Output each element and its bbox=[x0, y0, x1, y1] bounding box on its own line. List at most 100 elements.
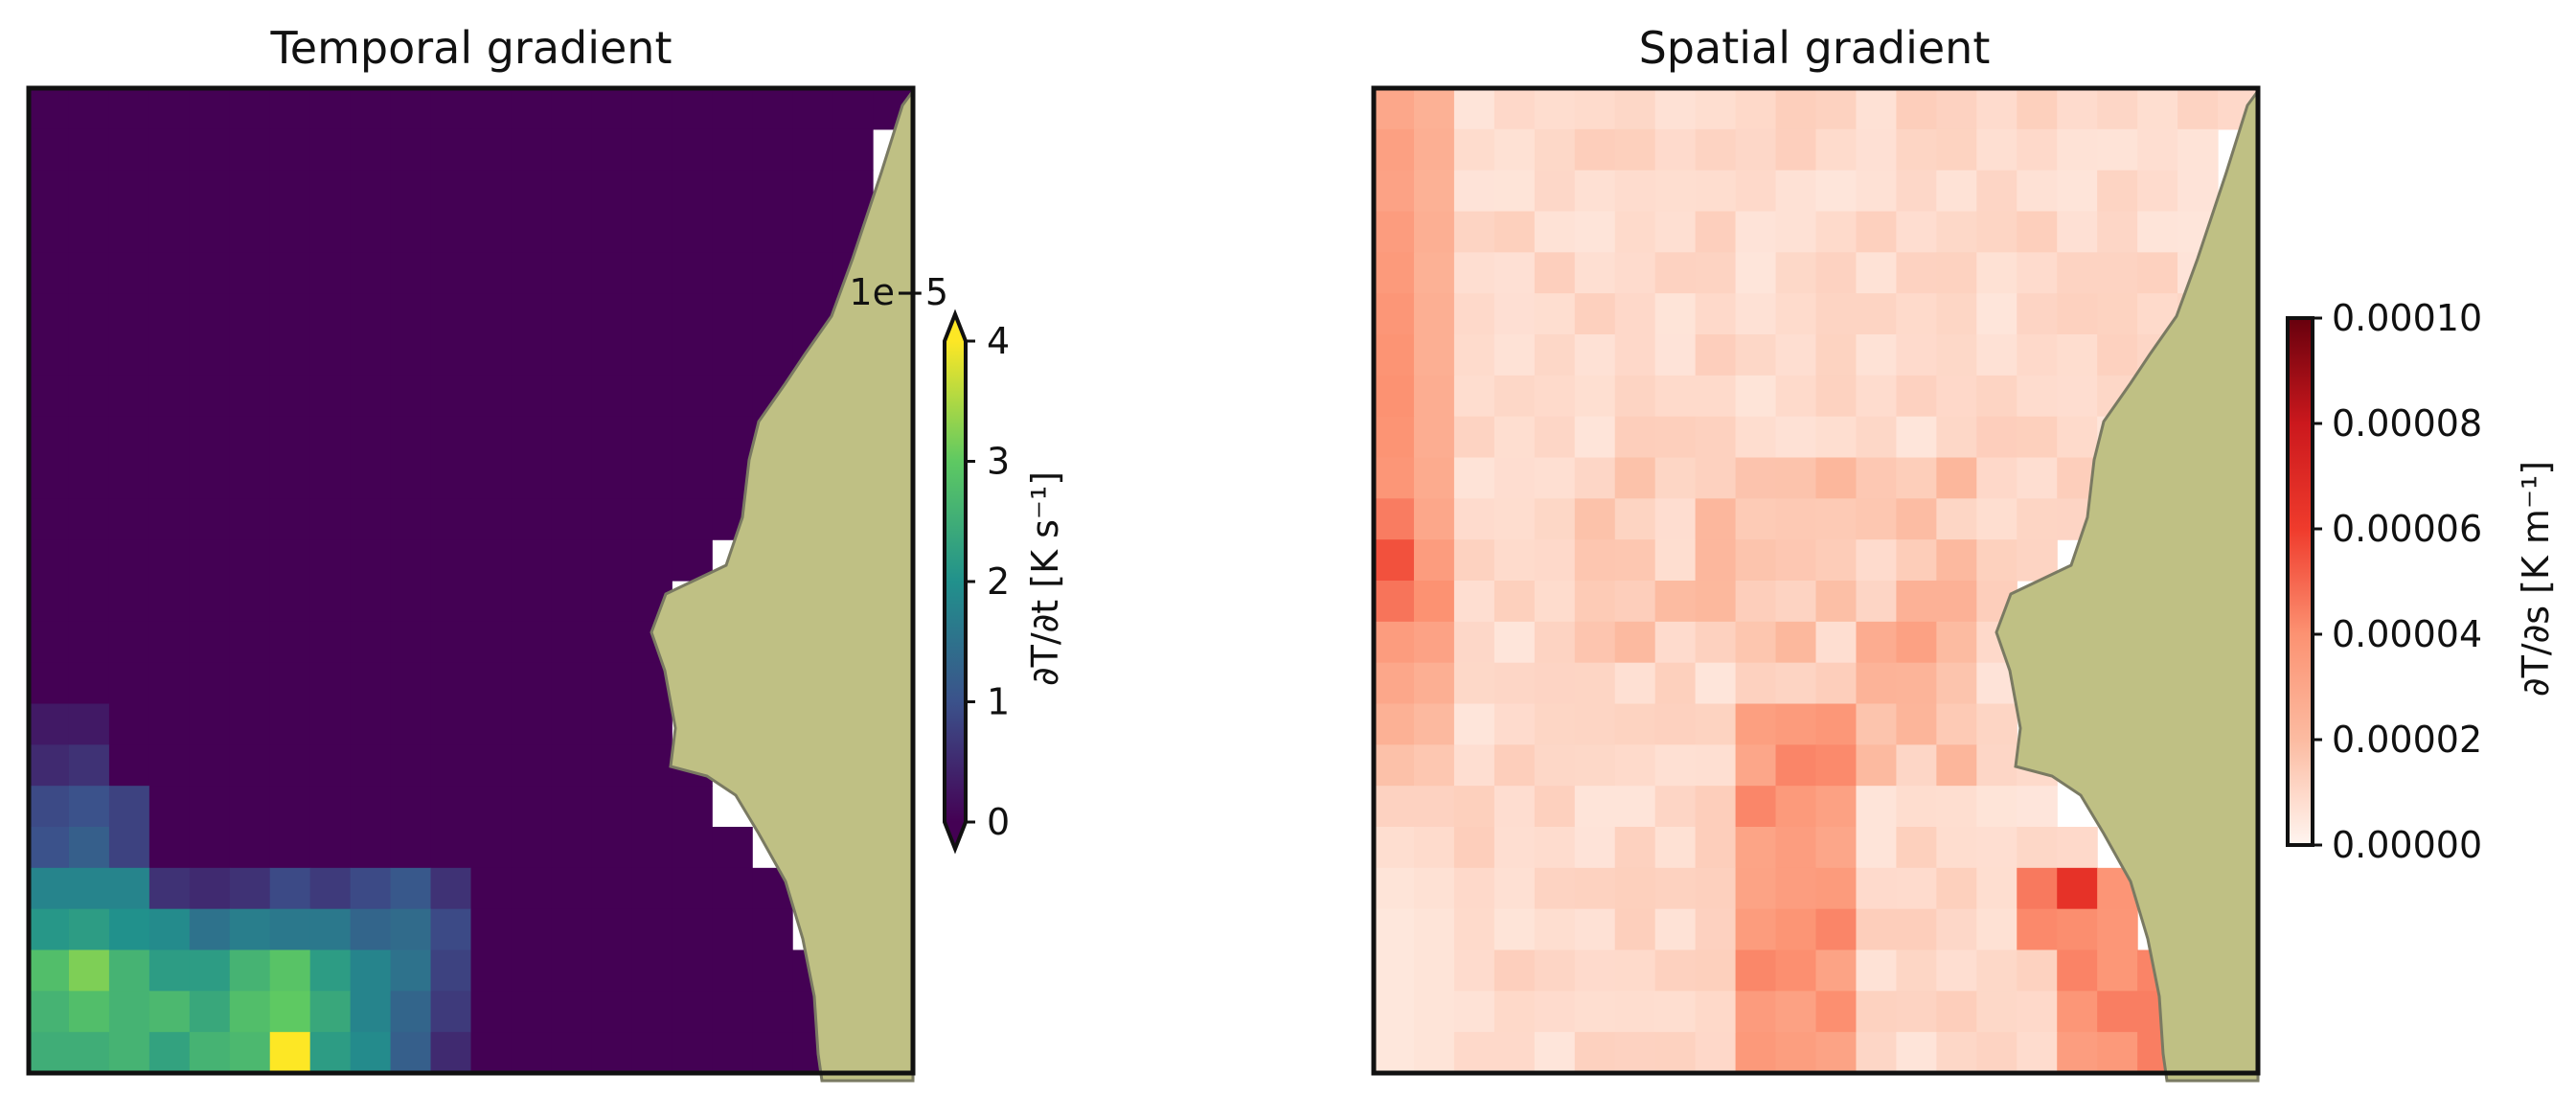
spatial-cell bbox=[1413, 581, 1455, 623]
temporal-cell bbox=[430, 703, 472, 745]
spatial-cell bbox=[1856, 867, 1898, 910]
temporal-cell bbox=[591, 827, 632, 869]
spatial-cell bbox=[1374, 991, 1415, 1033]
temporal-cell bbox=[712, 88, 753, 130]
temporal-cell bbox=[68, 334, 110, 377]
temporal-cell bbox=[269, 375, 311, 418]
spatial-cell bbox=[1453, 581, 1495, 623]
temporal-cell bbox=[229, 867, 271, 910]
temporal-cell bbox=[29, 539, 70, 582]
temporal-cell bbox=[309, 662, 352, 705]
temporal-cell bbox=[672, 293, 713, 335]
spatial-cell bbox=[1856, 621, 1898, 664]
spatial-cell bbox=[1453, 662, 1495, 705]
spatial-cell bbox=[1936, 334, 1977, 377]
spatial-cell bbox=[2017, 334, 2058, 377]
temporal-cell bbox=[229, 991, 271, 1033]
temporal-cell bbox=[148, 827, 191, 869]
temporal-cell bbox=[229, 1032, 271, 1074]
temporal-cell bbox=[672, 991, 713, 1033]
spatial-cell bbox=[1654, 211, 1697, 253]
temporal-cell bbox=[551, 867, 592, 910]
temporal-cell bbox=[470, 252, 513, 294]
temporal-cell bbox=[189, 703, 231, 745]
spatial-cell bbox=[1654, 170, 1697, 213]
temporal-cell bbox=[108, 457, 150, 499]
spatial-cell bbox=[1815, 662, 1858, 705]
temporal-cell bbox=[148, 457, 191, 499]
spatial-cell bbox=[1413, 827, 1455, 869]
temporal-cell bbox=[269, 949, 311, 992]
spatial-cell bbox=[1695, 949, 1737, 992]
spatial-cell bbox=[1896, 867, 1937, 910]
spatial-cell bbox=[1614, 621, 1656, 664]
spatial-cell bbox=[1614, 252, 1656, 294]
temporal-cell bbox=[309, 457, 352, 499]
temporal-cell bbox=[229, 457, 271, 499]
spatial-cell bbox=[1775, 457, 1817, 499]
spatial-cell bbox=[1374, 334, 1415, 377]
temporal-cell bbox=[68, 539, 110, 582]
spatial-cell bbox=[1654, 1032, 1697, 1074]
temporal-cell bbox=[29, 457, 70, 499]
temporal-cell bbox=[511, 703, 553, 745]
spatial-cell bbox=[1614, 1032, 1656, 1074]
spatial-cell bbox=[1453, 1032, 1495, 1074]
spatial-cell bbox=[1695, 662, 1737, 705]
spatial-cell bbox=[1695, 1032, 1737, 1074]
spatial-cell bbox=[1534, 334, 1576, 377]
temporal-cell bbox=[631, 867, 672, 910]
temporal-cell bbox=[148, 662, 191, 705]
temporal-cell bbox=[551, 457, 592, 499]
temporal-cell bbox=[108, 539, 150, 582]
spatial-cell bbox=[1775, 498, 1817, 540]
temporal-cell bbox=[189, 170, 231, 213]
temporal-cell bbox=[832, 170, 874, 213]
spatial-cell bbox=[2097, 334, 2138, 377]
temporal-cell bbox=[712, 334, 753, 377]
spatial-cell bbox=[2057, 949, 2098, 992]
colorbar-extend-max bbox=[945, 314, 966, 341]
temporal-cell bbox=[672, 949, 713, 992]
temporal-cell bbox=[792, 128, 833, 171]
spatial-cell bbox=[1534, 457, 1576, 499]
temporal-cell bbox=[752, 293, 793, 335]
temporal-cell bbox=[792, 252, 833, 294]
temporal-cell bbox=[672, 211, 713, 253]
temporal-cell bbox=[430, 128, 472, 171]
temporal-cell bbox=[350, 211, 392, 253]
temporal-cell bbox=[430, 375, 472, 418]
temporal-cell bbox=[631, 949, 672, 992]
spatial-cell bbox=[2097, 252, 2138, 294]
temporal-cell bbox=[189, 827, 231, 869]
spatial-cell bbox=[1654, 786, 1697, 828]
temporal-cell bbox=[350, 949, 392, 992]
spatial-cell bbox=[1896, 252, 1937, 294]
temporal-cell bbox=[470, 908, 513, 951]
spatial-cell bbox=[1614, 334, 1656, 377]
temporal-cell bbox=[68, 457, 110, 499]
spatial-cell bbox=[2017, 949, 2058, 992]
temporal-cell bbox=[631, 211, 672, 253]
spatial-cell bbox=[1574, 88, 1616, 130]
colorbar-multiplier: 1e−5 bbox=[849, 271, 948, 313]
temporal-cell bbox=[672, 867, 713, 910]
temporal-cell bbox=[430, 211, 472, 253]
spatial-cell bbox=[1976, 744, 2017, 787]
temporal-cell bbox=[752, 128, 793, 171]
right-panel-title: Spatial gradient bbox=[1639, 22, 1991, 74]
spatial-cell bbox=[1856, 334, 1898, 377]
temporal-cell bbox=[672, 88, 713, 130]
temporal-cell bbox=[269, 621, 311, 664]
temporal-cell bbox=[672, 498, 713, 540]
spatial-cell bbox=[1413, 1032, 1455, 1074]
spatial-cell bbox=[1815, 1032, 1858, 1074]
spatial-cell bbox=[1695, 827, 1737, 869]
spatial-cell bbox=[1856, 416, 1898, 459]
spatial-cell bbox=[2177, 88, 2219, 130]
temporal-cell bbox=[309, 88, 352, 130]
temporal-cell bbox=[672, 786, 713, 828]
temporal-cell bbox=[631, 128, 672, 171]
temporal-cell bbox=[148, 744, 191, 787]
temporal-cell bbox=[309, 908, 352, 951]
